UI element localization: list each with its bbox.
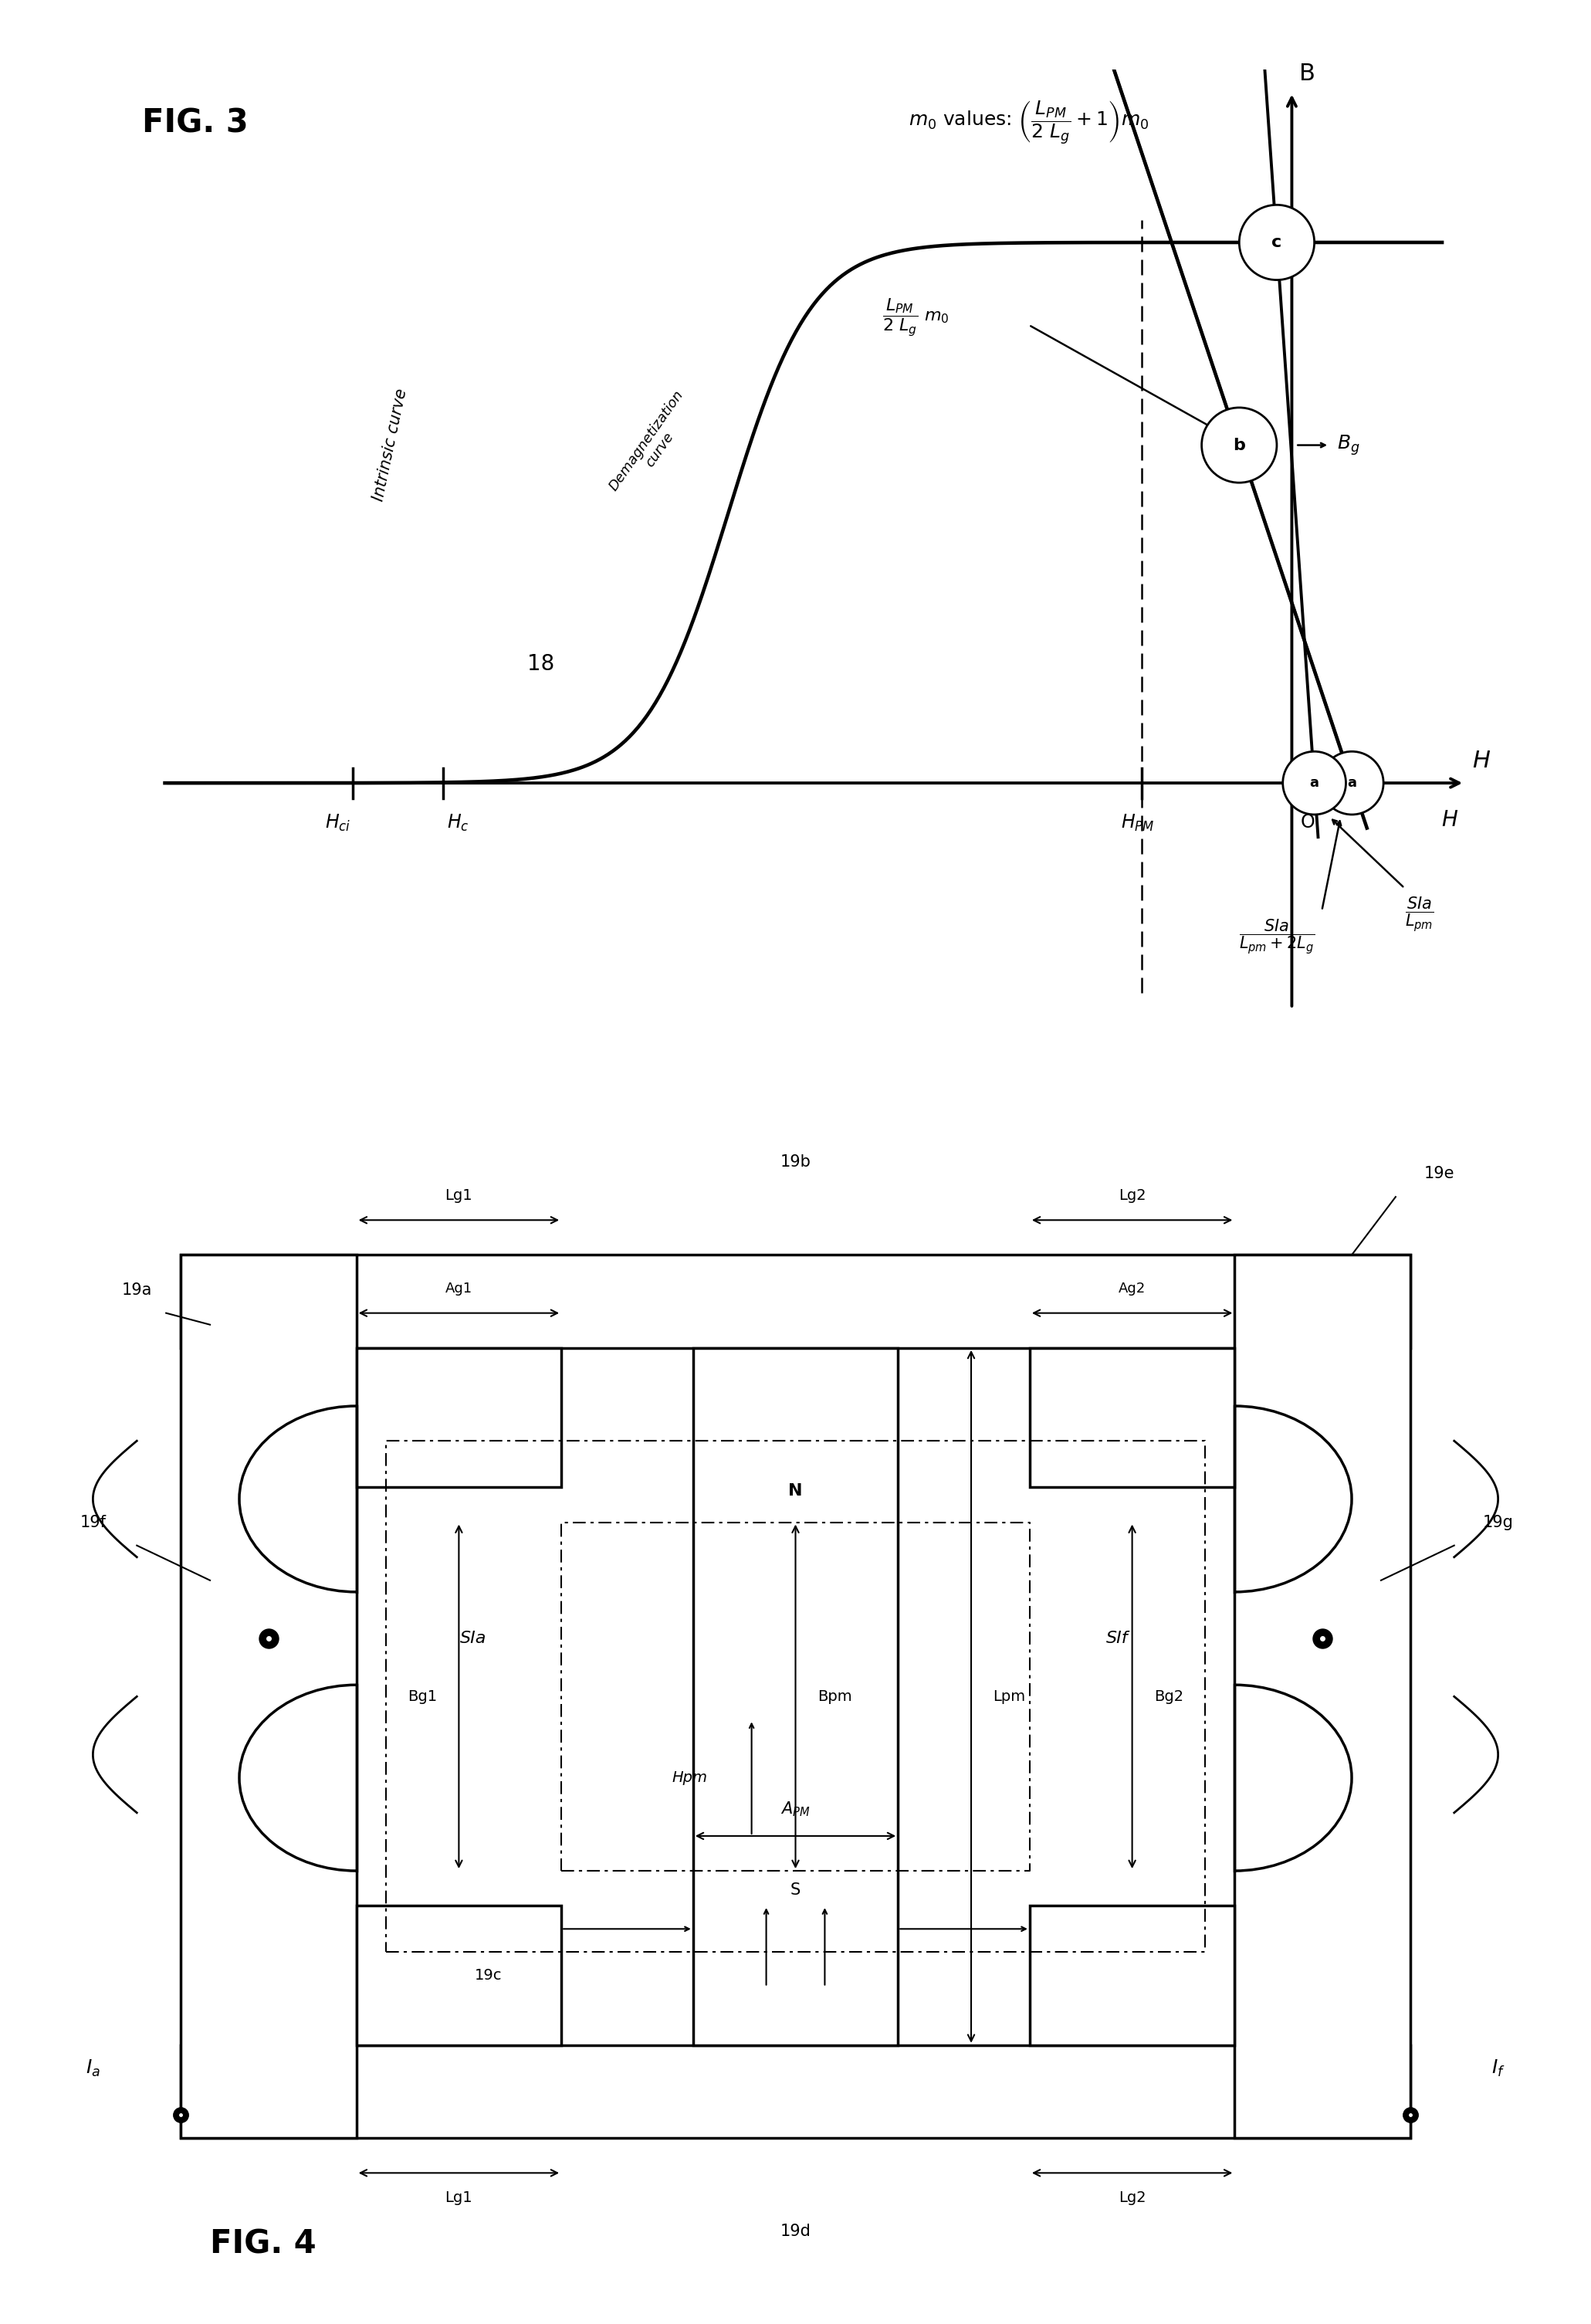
Text: a: a (1309, 776, 1319, 790)
Text: $\dfrac{SIa}{L_{pm}}$: $\dfrac{SIa}{L_{pm}}$ (1405, 895, 1433, 934)
Text: FIG. 3: FIG. 3 (142, 107, 248, 139)
Text: Lg1: Lg1 (445, 2189, 473, 2205)
Text: FIG. 4: FIG. 4 (210, 2229, 317, 2259)
Text: $H_{PM}$: $H_{PM}$ (1122, 813, 1155, 834)
Text: H: H (1472, 748, 1489, 772)
Text: $I_a$: $I_a$ (86, 2059, 100, 2078)
Text: 18: 18 (527, 653, 554, 674)
Text: $I_f$: $I_f$ (1491, 2059, 1505, 2078)
Text: SIf: SIf (1106, 1631, 1128, 1645)
Bar (356, 1906, 562, 2045)
Text: SIa: SIa (460, 1631, 487, 1645)
Text: c: c (1271, 235, 1282, 251)
Text: 19e: 19e (1424, 1167, 1454, 1181)
Text: Bpm: Bpm (818, 1690, 851, 1703)
Text: Intrinsic curve: Intrinsic curve (371, 388, 410, 502)
Circle shape (1321, 751, 1384, 813)
Text: N: N (789, 1483, 802, 1499)
Text: Bg2: Bg2 (1153, 1690, 1184, 1703)
Text: Demagnetization
curve: Demagnetization curve (606, 388, 700, 502)
Bar (1029, 1906, 1235, 2045)
Text: $H_{ci}$: $H_{ci}$ (325, 813, 350, 834)
Text: Lg1: Lg1 (445, 1188, 473, 1204)
Text: Hpm: Hpm (671, 1771, 708, 1785)
Text: $H_c$: $H_c$ (447, 813, 469, 834)
Text: 19f: 19f (80, 1515, 107, 1529)
Text: Bg1: Bg1 (407, 1690, 438, 1703)
Text: 19a: 19a (121, 1283, 153, 1297)
Text: $\dfrac{SIa}{L_{pm}+2L_g}$: $\dfrac{SIa}{L_{pm}+2L_g}$ (1239, 918, 1314, 955)
Text: Lg2: Lg2 (1118, 2189, 1146, 2205)
Bar (181, 2045, 1410, 2138)
Circle shape (1239, 205, 1314, 279)
Text: $\dfrac{L_{PM}}{2\ L_g}\ m_0$: $\dfrac{L_{PM}}{2\ L_g}\ m_0$ (883, 297, 950, 337)
Text: Lg2: Lg2 (1118, 1188, 1146, 1204)
Text: H: H (1441, 809, 1457, 832)
Text: Lpm: Lpm (993, 1690, 1026, 1703)
Bar (694, 1348, 897, 2045)
Bar (1029, 1348, 1235, 1487)
Text: 19c: 19c (474, 1968, 501, 1982)
Text: a: a (1348, 776, 1357, 790)
Text: Ag2: Ag2 (1118, 1283, 1146, 1294)
Text: O: O (1301, 813, 1316, 832)
Text: B: B (1300, 63, 1316, 84)
Bar (1235, 1255, 1410, 2138)
Text: 19g: 19g (1483, 1515, 1513, 1529)
Text: 19d: 19d (780, 2224, 811, 2238)
Bar (181, 1255, 356, 2138)
Text: $A_{PM}$: $A_{PM}$ (781, 1801, 810, 1817)
Bar (356, 1348, 562, 1487)
Circle shape (1282, 751, 1346, 813)
Text: b: b (1233, 437, 1246, 453)
Text: Ag1: Ag1 (445, 1283, 473, 1294)
Text: 19b: 19b (780, 1155, 811, 1169)
Text: $B_g$: $B_g$ (1336, 432, 1360, 458)
Bar (181, 1255, 1410, 1348)
Text: S: S (791, 1882, 800, 1899)
Text: $m_0$ values: $\left(\dfrac{L_{PM}}{2\ L_g}+1\right) m_0$: $m_0$ values: $\left(\dfrac{L_{PM}}{2\ L… (908, 100, 1149, 146)
Circle shape (1201, 407, 1276, 483)
